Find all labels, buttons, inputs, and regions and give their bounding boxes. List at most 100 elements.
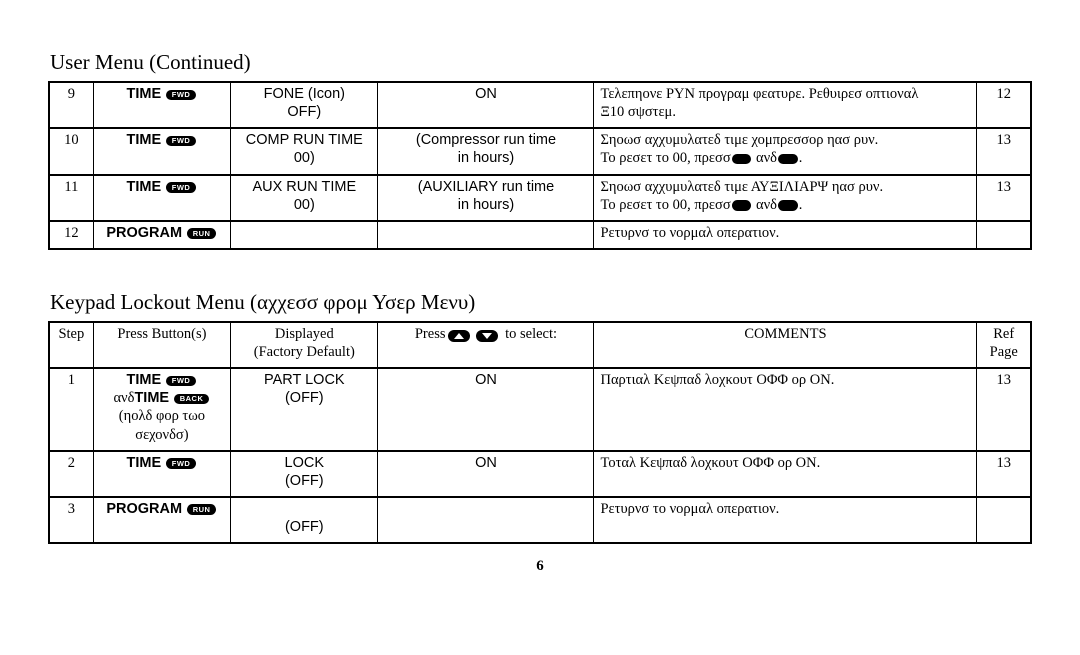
comment-line: Τοταλ Κεψπαδ λοχκουτ ΟΦΦ ορ ΟΝ.	[600, 455, 820, 471]
up-arrow-pill	[448, 330, 470, 342]
default-text: OFF)	[287, 104, 321, 120]
hdr-buttons: Press Button(s)	[93, 322, 230, 368]
default-text: (OFF)	[285, 390, 324, 406]
displayed-cell: (OFF)	[231, 497, 378, 543]
comment-line: Σηοωσ αχχυμυλατεδ τιμε χομπρεσσορ ηασ ρυ…	[600, 132, 878, 148]
fwd-pill: FWD	[166, 458, 197, 469]
user-menu-table: 9 TIME FWD FONE (Icon) OFF) ON Τελεπηονε…	[48, 81, 1032, 250]
step-cell: 11	[49, 175, 93, 221]
blank-pill	[732, 154, 752, 165]
table-row: 3 PROGRAM RUN (OFF) Ρετυρνσ το νορμαλ οπ…	[49, 497, 1031, 543]
step-number: 11	[64, 179, 78, 195]
hdr-displayed: Displayed (Factory Default)	[231, 322, 378, 368]
hold-line: σεχονδσ)	[135, 427, 188, 443]
table-row: 2 TIME FWD LOCK (OFF) ON Τοταλ Κεψπαδ λο…	[49, 451, 1031, 497]
comment-cell: Ρετυρνσ το νορμαλ οπερατιον.	[594, 497, 977, 543]
ref-cell	[977, 497, 1031, 543]
run-pill: RUN	[187, 228, 217, 239]
ref-cell: 13	[977, 451, 1031, 497]
comment-line: Ξ10 σψστεμ.	[600, 104, 675, 120]
comment-part: ανδ	[756, 197, 777, 213]
select-text: ON	[475, 455, 497, 471]
buttons-cell: TIME FWD	[93, 82, 230, 128]
table-row: 11 TIME FWD AUX RUN TIME 00) (AUXILIARY …	[49, 175, 1031, 221]
comment-cell: Σηοωσ αχχυμυλατεδ τιμε ΑΥΞΙΛΙΑΡΨ ηασ ρυν…	[594, 175, 977, 221]
displayed-cell: PART LOCK (OFF)	[231, 368, 378, 451]
displayed-text: AUX RUN TIME	[252, 179, 356, 195]
select-line: (Compressor run time	[416, 132, 556, 148]
comment-part: Το ρεσετ το 00, πρεσσ	[600, 150, 730, 166]
step-number: 2	[68, 455, 75, 471]
displayed-text: COMP RUN TIME	[246, 132, 363, 148]
ref-cell	[977, 221, 1031, 249]
button-label: TIME	[127, 132, 162, 148]
blank-pill	[778, 200, 798, 211]
displayed-cell: COMP RUN TIME 00)	[231, 128, 378, 174]
ref-page: 13	[996, 132, 1011, 148]
comment-line: Ρετυρνσ το νορμαλ οπερατιον.	[600, 501, 779, 517]
step-number: 10	[64, 132, 79, 148]
comment-cell: Τελεπηονε PYN προγραμ φεατυρε. Ρεθυιρεσ …	[594, 82, 977, 128]
ref-page: 13	[996, 455, 1011, 471]
button-label: TIME	[127, 179, 162, 195]
ref-cell: 13	[977, 128, 1031, 174]
document-page: User Menu (Continued) 9 TIME FWD FONE (I…	[0, 0, 1080, 575]
fwd-pill: FWD	[166, 376, 197, 387]
displayed-cell: LOCK (OFF)	[231, 451, 378, 497]
button-label: PROGRAM	[106, 501, 182, 517]
section2-title: Keypad Lockout Menu (αχχεσσ φρομ Υσερ Με…	[50, 290, 1032, 315]
comment-part: .	[799, 150, 803, 166]
button-label: TIME	[127, 455, 162, 471]
default-text: 00)	[294, 197, 315, 213]
buttons-cell: TIME FWD	[93, 175, 230, 221]
select-cell: ON	[378, 451, 594, 497]
select-line: in hours)	[458, 150, 514, 166]
hdr-comments: COMMENTS	[594, 322, 977, 368]
ref-page: 12	[996, 86, 1011, 102]
step-cell: 1	[49, 368, 93, 451]
displayed-cell	[231, 221, 378, 249]
default-text: (OFF)	[285, 519, 324, 535]
select-line: in hours)	[458, 197, 514, 213]
step-cell: 9	[49, 82, 93, 128]
hdr-ref: Ref Page	[977, 322, 1031, 368]
displayed-cell: FONE (Icon) OFF)	[231, 82, 378, 128]
greek-and: ανδ	[113, 390, 134, 406]
comment-line: Παρτιαλ Κεψπαδ λοχκουτ ΟΦΦ ορ ΟΝ.	[600, 372, 834, 388]
step-cell: 3	[49, 497, 93, 543]
section1-title: User Menu (Continued)	[50, 50, 1032, 75]
step-number: 12	[64, 225, 79, 241]
down-arrow-pill	[476, 330, 498, 342]
comment-part: ανδ	[756, 150, 777, 166]
hold-line: (ηολδ φορ τωο	[119, 408, 205, 424]
select-cell: ON	[378, 368, 594, 451]
table-row: 10 TIME FWD COMP RUN TIME 00) (Compresso…	[49, 128, 1031, 174]
page-number: 6	[48, 558, 1032, 575]
comment-line: Τελεπηονε PYN προγραμ φεατυρε. Ρεθυιρεσ …	[600, 86, 918, 102]
buttons-cell: TIME FWD	[93, 451, 230, 497]
displayed-cell: AUX RUN TIME 00)	[231, 175, 378, 221]
step-number: 9	[68, 86, 75, 102]
step-number: 1	[68, 372, 75, 388]
hdr-select: Press to select:	[378, 322, 594, 368]
select-line: (AUXILIARY run time	[418, 179, 554, 195]
table-header-row: Step Press Button(s) Displayed (Factory …	[49, 322, 1031, 368]
ref-cell: 13	[977, 368, 1031, 451]
fwd-pill: FWD	[166, 90, 197, 101]
fwd-pill: FWD	[166, 136, 197, 147]
select-text: ON	[475, 372, 497, 388]
blank-pill	[778, 154, 798, 165]
comment-part: Το ρεσετ το 00, πρεσσ	[600, 197, 730, 213]
displayed-text: LOCK	[285, 455, 325, 471]
back-pill: BACK	[174, 394, 210, 405]
ref-cell: 13	[977, 175, 1031, 221]
select-cell: (Compressor run time in hours)	[378, 128, 594, 174]
displayed-text: FONE (Icon)	[264, 86, 345, 102]
buttons-cell: TIME FWD	[93, 128, 230, 174]
default-text: (OFF)	[285, 473, 324, 489]
ref-cell: 12	[977, 82, 1031, 128]
comment-line: Σηοωσ αχχυμυλατεδ τιμε ΑΥΞΙΛΙΑΡΨ ηασ ρυν…	[600, 179, 883, 195]
fwd-pill: FWD	[166, 182, 197, 193]
buttons-cell: PROGRAM RUN	[93, 497, 230, 543]
comment-part: .	[799, 197, 803, 213]
